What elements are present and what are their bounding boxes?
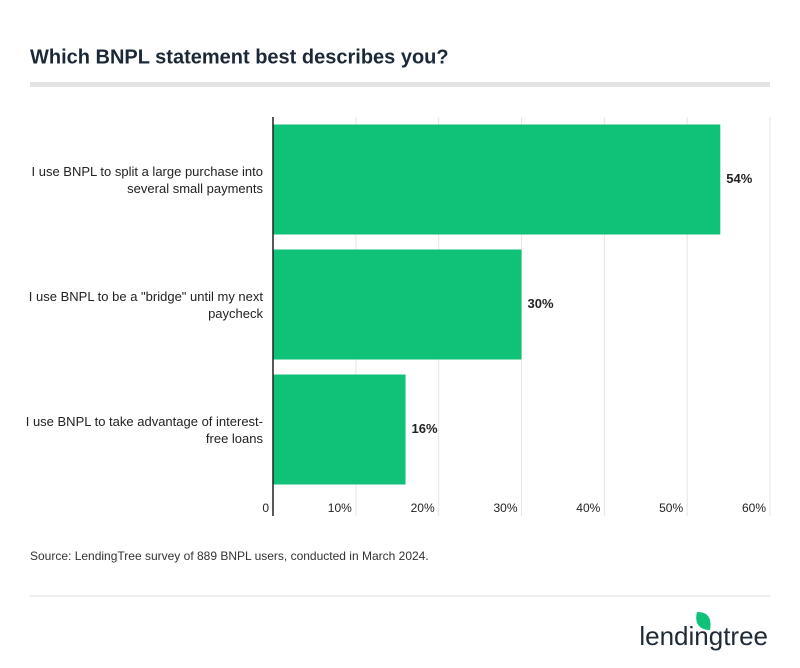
logo-leaf	[696, 612, 711, 630]
category-label: I use BNPL to be a "bridge" until my nex…	[28, 288, 263, 321]
plot: 0 10% 20% 30% 40% 50% 60% 54% 30% 16%	[262, 117, 771, 516]
x-tick-label: 50%	[659, 501, 683, 515]
category-label: I use BNPL to split a large purchase int…	[31, 163, 263, 196]
chart-title: Which BNPL statement best describes you?	[30, 46, 449, 68]
title-rule	[30, 82, 770, 87]
bar	[273, 249, 522, 360]
bar	[273, 374, 406, 485]
source-note: Source: LendingTree survey of 889 BNPL u…	[30, 549, 429, 563]
x-tick-label: 10%	[328, 501, 352, 515]
value-label: 16%	[412, 421, 438, 436]
x-tick-label: 40%	[576, 501, 600, 515]
x-tick-label: 60%	[742, 501, 766, 515]
value-label: 54%	[726, 171, 752, 186]
category-label: I use BNPL to take advantage of interest…	[25, 413, 263, 446]
x-tick-label: 20%	[411, 501, 435, 515]
logo-text: lendingtree	[639, 621, 768, 651]
value-label: 30%	[528, 296, 554, 311]
x-tick-label: 30%	[493, 501, 517, 515]
x-tick-label: 0	[262, 501, 269, 515]
bar	[273, 124, 721, 235]
